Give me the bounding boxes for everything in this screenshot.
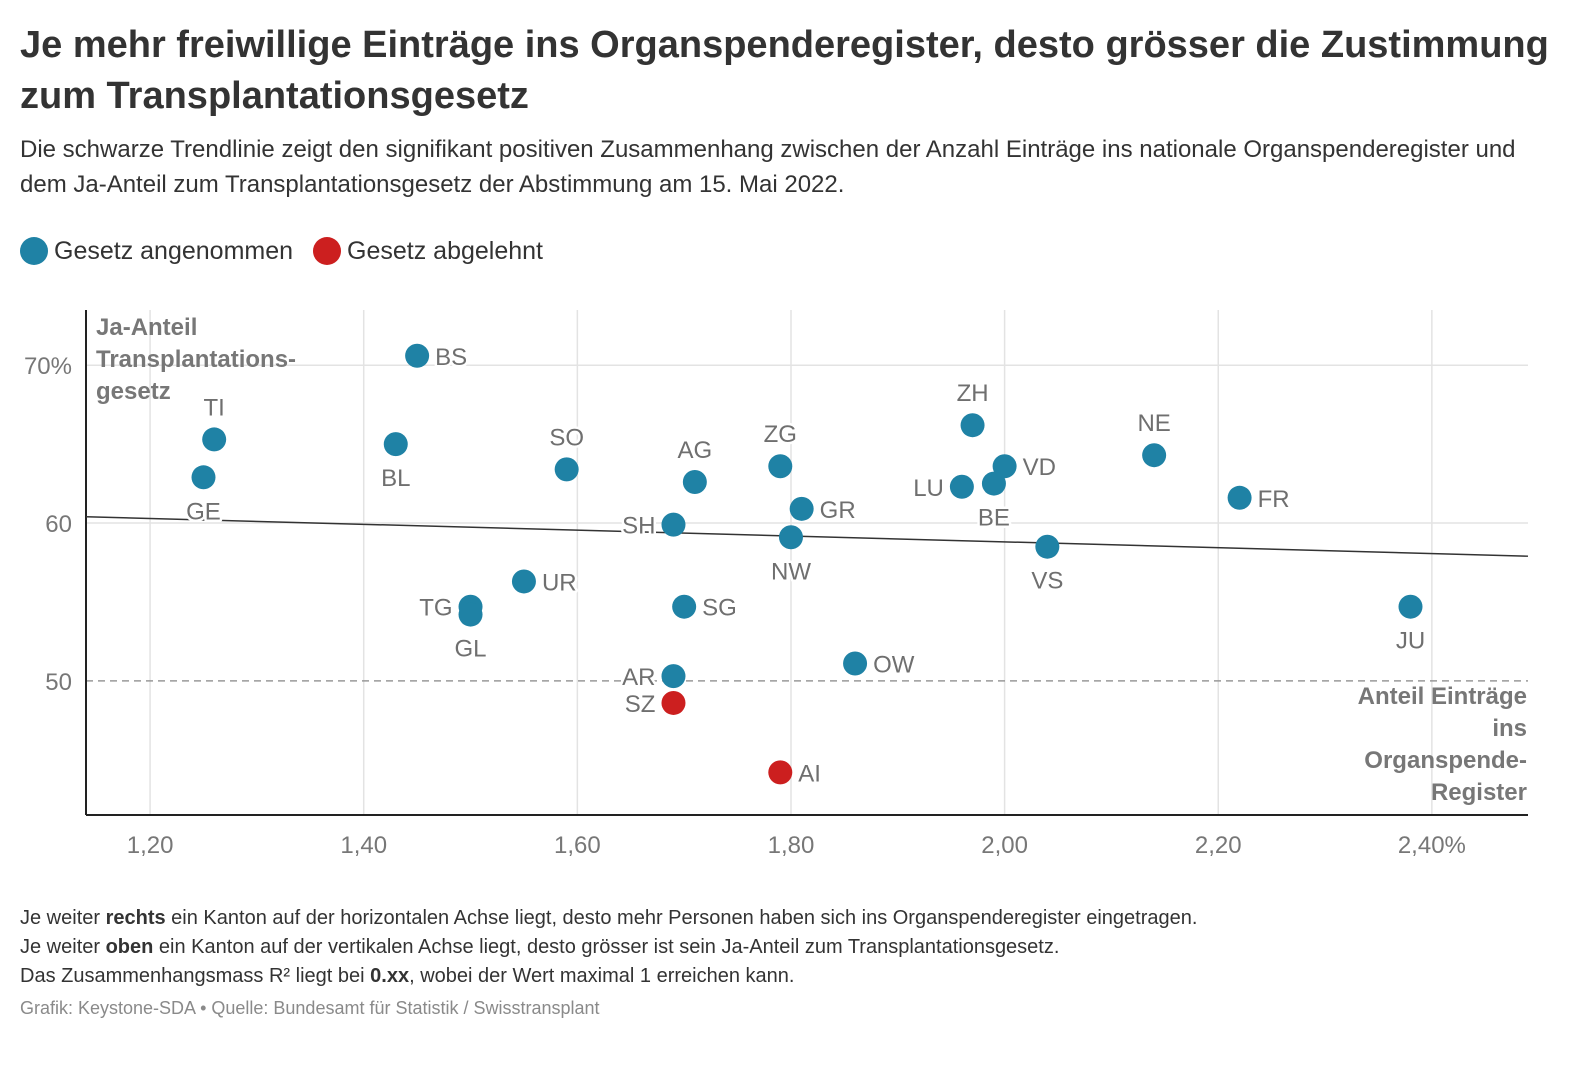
point-label-fr: FR bbox=[1258, 486, 1290, 513]
point-label-ge: GE bbox=[186, 498, 221, 525]
x-tick-label: 1,20 bbox=[127, 832, 174, 859]
point-label-zg: ZG bbox=[764, 421, 797, 448]
point-zg bbox=[768, 454, 793, 479]
point-label-ti: TI bbox=[204, 394, 225, 421]
scatter-chart: 1,20 1,40 1,60 1,80 2,00 2,20 2,40% 50 60 70% Ja-A… bbox=[24, 310, 1529, 859]
point-label-ur: UR bbox=[542, 569, 577, 596]
source-credit: Grafik: Keystone-SDA • Quelle: Bundesamt… bbox=[20, 998, 600, 1018]
legend-item-accepted: Gesetz angenommen bbox=[20, 237, 293, 266]
point-label-ow: OW bbox=[873, 652, 915, 679]
point-ar bbox=[661, 664, 686, 689]
point-label-ne: NE bbox=[1137, 410, 1170, 437]
point-label-sz: SZ bbox=[625, 691, 656, 718]
chart-notes: Je weiter rechts ein Kanton auf der hori… bbox=[20, 904, 1550, 991]
point-gl bbox=[458, 602, 483, 627]
x-tick-label: 2,00 bbox=[981, 832, 1028, 859]
note-line-2: Je weiter oben ein Kanton auf der vertik… bbox=[20, 936, 1060, 958]
point-ti bbox=[202, 427, 227, 452]
point-ne bbox=[1142, 443, 1167, 468]
x-tick-label: 2,20 bbox=[1195, 832, 1242, 859]
legend-label-rejected: Gesetz abgelehnt bbox=[347, 236, 544, 265]
note-line-3: Das Zusammenhangsmass R² liegt bei 0.xx,… bbox=[20, 965, 795, 987]
point-lu bbox=[949, 474, 974, 499]
chart-title: Je mehr freiwillige Einträge ins Organsp… bbox=[20, 24, 1549, 117]
legend-swatch-rejected bbox=[313, 237, 342, 265]
point-label-bl: BL bbox=[381, 465, 410, 492]
y-tick-label: 60 bbox=[45, 511, 72, 538]
x-axis-title: Organspende- bbox=[1364, 747, 1527, 774]
point-label-ju: JU bbox=[1396, 628, 1425, 655]
point-label-vs: VS bbox=[1031, 568, 1063, 595]
point-label-vd: VD bbox=[1023, 454, 1056, 481]
point-ai bbox=[768, 760, 793, 785]
x-axis-title: Anteil Einträge bbox=[1358, 683, 1527, 710]
point-ju bbox=[1398, 594, 1423, 619]
point-so bbox=[554, 457, 579, 482]
point-vd bbox=[992, 454, 1017, 479]
x-tick-label: 1,40 bbox=[340, 832, 387, 859]
legend-item-rejected: Gesetz abgelehnt bbox=[313, 237, 543, 266]
y-axis-title: Transplantations- bbox=[96, 346, 296, 373]
point-sz bbox=[661, 690, 686, 715]
y-tick-label: 50 bbox=[45, 669, 72, 696]
x-tick-label: 1,60 bbox=[554, 832, 601, 859]
y-axis-title: gesetz bbox=[96, 378, 171, 405]
point-be bbox=[981, 471, 1006, 496]
point-sg bbox=[672, 594, 697, 619]
y-tick-label: 70% bbox=[24, 353, 72, 380]
point-label-ag: AG bbox=[678, 437, 713, 464]
point-vs bbox=[1035, 534, 1060, 559]
legend-swatch-accepted bbox=[20, 237, 48, 265]
trend-line bbox=[85, 515, 1529, 557]
note-line-1: Je weiter rechts ein Kanton auf der hori… bbox=[20, 907, 1198, 929]
point-label-ar: AR bbox=[622, 664, 655, 691]
point-label-bs: BS bbox=[435, 344, 467, 371]
point-nw bbox=[778, 525, 803, 550]
point-ge bbox=[191, 465, 216, 490]
x-tick-label: 1,80 bbox=[768, 832, 815, 859]
point-label-so: SO bbox=[549, 424, 584, 451]
x-axis-title: Register bbox=[1431, 779, 1527, 806]
x-tick-label: 2,40% bbox=[1398, 832, 1466, 859]
legend-label-accepted: Gesetz angenommen bbox=[54, 236, 294, 265]
point-label-lu: LU bbox=[913, 475, 944, 502]
point-label-gl: GL bbox=[455, 636, 487, 663]
point-label-sg: SG bbox=[702, 595, 737, 622]
point-label-nw: NW bbox=[771, 558, 811, 585]
chart-subtitle: Die schwarze Trendlinie zeigt den signif… bbox=[20, 136, 1516, 198]
point-label-zh: ZH bbox=[957, 380, 989, 407]
y-axis-title: Ja-Anteil bbox=[96, 314, 197, 341]
point-label-sh: SH bbox=[622, 513, 655, 540]
point-bl bbox=[383, 432, 408, 457]
point-fr bbox=[1227, 485, 1252, 510]
point-bs bbox=[405, 343, 430, 368]
point-label-ai: AI bbox=[798, 760, 821, 787]
point-label-be: BE bbox=[978, 505, 1010, 532]
legend: Gesetz angenommen Gesetz abgelehnt bbox=[20, 234, 563, 268]
point-ag bbox=[682, 470, 707, 495]
point-label-tg: TG bbox=[419, 595, 452, 622]
point-ow bbox=[843, 651, 868, 676]
x-axis-title: ins bbox=[1492, 715, 1527, 742]
point-zh bbox=[960, 413, 985, 438]
point-label-gr: GR bbox=[820, 497, 856, 524]
point-gr bbox=[789, 496, 814, 521]
point-ur bbox=[511, 569, 536, 594]
point-sh bbox=[661, 512, 686, 537]
